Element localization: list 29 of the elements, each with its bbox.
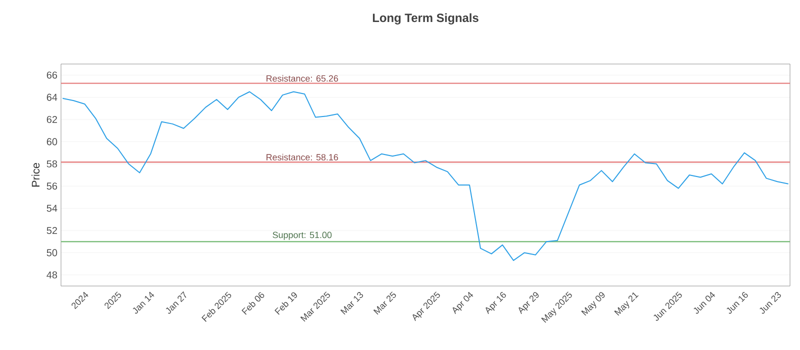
y-tick-label: 60 — [46, 138, 58, 146]
x-tick-label: Apr 04 — [452, 292, 474, 314]
x-tick-label: Mar 13 — [340, 292, 364, 315]
y-tick-label: 48 — [46, 271, 58, 278]
x-tick-label: Apr 16 — [486, 292, 506, 314]
ref-line-label: Support: 51.00 — [272, 232, 332, 240]
y-tick-label: 62 — [46, 116, 57, 124]
x-tick-label: Feb 06 — [242, 292, 264, 315]
y-tick-label: 58 — [46, 160, 58, 168]
y-tick-label: 52 — [46, 226, 57, 234]
x-tick-label: Feb 19 — [274, 292, 297, 315]
x-tick-label: May 09 — [581, 292, 605, 316]
y-tick-label: 66 — [46, 72, 58, 79]
chart-title: Long Term Signals — [372, 13, 478, 24]
y-tick-label: 50 — [46, 249, 58, 256]
x-tick-label: Jan 27 — [166, 291, 186, 314]
x-tick-label: Jan 14 — [132, 292, 154, 314]
x-tick-label: Jun 16 — [726, 292, 748, 314]
ref-line-label: Resistance: 58.16 — [266, 154, 338, 160]
y-axis-title: Price — [32, 163, 40, 187]
y-tick-label: 64 — [46, 94, 58, 101]
x-tick-label: Jun 04 — [694, 292, 716, 314]
x-tick-label: Mar 25 — [373, 292, 396, 315]
x-tick-label: Apr 29 — [518, 292, 539, 314]
y-tick-label: 54 — [46, 204, 58, 212]
ref-line-label: Resistance: 65.26 — [266, 75, 338, 82]
x-tick-label: May 21 — [614, 292, 639, 316]
x-tick-label: Jun 23 — [760, 292, 781, 314]
y-tick-label: 56 — [46, 182, 58, 190]
